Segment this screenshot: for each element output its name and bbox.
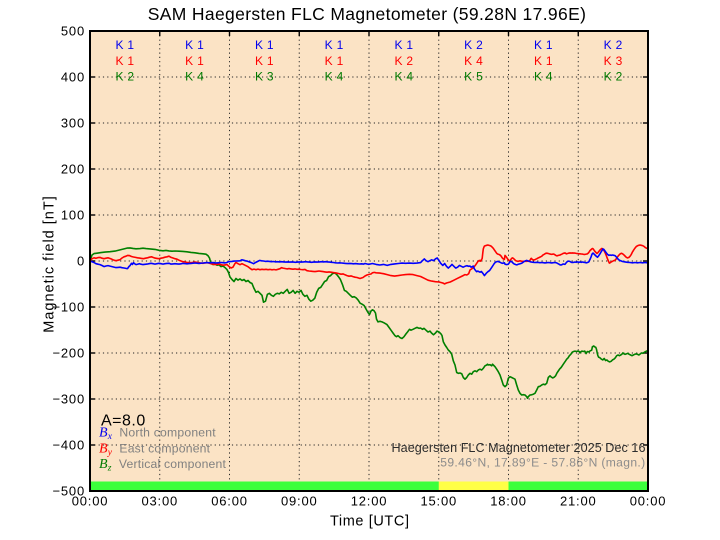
- svg-text:Time [UTC]: Time [UTC]: [330, 514, 410, 530]
- svg-text:−300: −300: [53, 392, 85, 407]
- svg-text:200: 200: [61, 162, 85, 177]
- svg-text:−500: −500: [53, 484, 85, 499]
- svg-text:−200: −200: [53, 346, 85, 361]
- svg-text:400: 400: [61, 70, 85, 85]
- svg-text:300: 300: [61, 116, 85, 131]
- svg-text:K 1: K 1: [255, 38, 274, 52]
- svg-text:00:00: 00:00: [630, 494, 667, 509]
- svg-text:K 4: K 4: [464, 54, 483, 68]
- svg-text:100: 100: [61, 208, 85, 223]
- svg-text:K 4: K 4: [394, 70, 413, 84]
- svg-text:A=8.0: A=8.0: [101, 413, 146, 430]
- svg-text:K 1: K 1: [394, 38, 413, 52]
- svg-text:500: 500: [61, 24, 85, 39]
- svg-text:K 1: K 1: [325, 54, 344, 68]
- svg-text:21:00: 21:00: [560, 494, 597, 509]
- svg-text:K 4: K 4: [534, 70, 553, 84]
- svg-text:K 1: K 1: [115, 38, 134, 52]
- svg-text:K 5: K 5: [464, 70, 483, 84]
- svg-text:K 4: K 4: [185, 70, 204, 84]
- svg-text:15:00: 15:00: [420, 494, 457, 509]
- svg-text:00:00: 00:00: [72, 494, 109, 509]
- svg-text:K 1: K 1: [185, 54, 204, 68]
- svg-text:Magnetic field [nT]: Magnetic field [nT]: [42, 195, 58, 332]
- svg-text:09:00: 09:00: [281, 494, 318, 509]
- svg-text:K 2: K 2: [115, 70, 134, 84]
- svg-text:−100: −100: [53, 300, 85, 315]
- svg-text:K 2: K 2: [464, 38, 483, 52]
- svg-text:Bx North component: Bx North component: [99, 426, 216, 443]
- svg-text:0: 0: [77, 254, 85, 269]
- svg-text:K 3: K 3: [255, 70, 274, 84]
- svg-text:K 2: K 2: [604, 70, 623, 84]
- svg-text:12:00: 12:00: [351, 494, 388, 509]
- svg-text:K 1: K 1: [325, 38, 344, 52]
- svg-text:59.46°N, 17.89°E - 57.86°N (ma: 59.46°N, 17.89°E - 57.86°N (magn.): [440, 456, 645, 470]
- svg-text:Haegersten FLC Magnetometer 20: Haegersten FLC Magnetometer 2025 Dec 16: [392, 441, 646, 455]
- svg-text:K 1: K 1: [115, 54, 134, 68]
- svg-text:SAM Haegersten FLC Magnetomete: SAM Haegersten FLC Magnetometer (59.28N …: [148, 4, 587, 24]
- svg-text:18:00: 18:00: [490, 494, 527, 509]
- svg-text:By East component: By East component: [99, 441, 211, 458]
- svg-text:K 1: K 1: [185, 38, 204, 52]
- svg-text:K 1: K 1: [255, 54, 274, 68]
- svg-text:K 3: K 3: [604, 54, 623, 68]
- svg-text:Bz Vertical component: Bz Vertical component: [99, 457, 227, 474]
- svg-text:03:00: 03:00: [141, 494, 178, 509]
- svg-text:K 2: K 2: [604, 38, 623, 52]
- svg-text:06:00: 06:00: [211, 494, 248, 509]
- svg-text:K 2: K 2: [394, 54, 413, 68]
- svg-text:K 1: K 1: [534, 54, 553, 68]
- svg-text:K 4: K 4: [325, 70, 344, 84]
- svg-text:−400: −400: [53, 438, 85, 453]
- svg-text:K 1: K 1: [534, 38, 553, 52]
